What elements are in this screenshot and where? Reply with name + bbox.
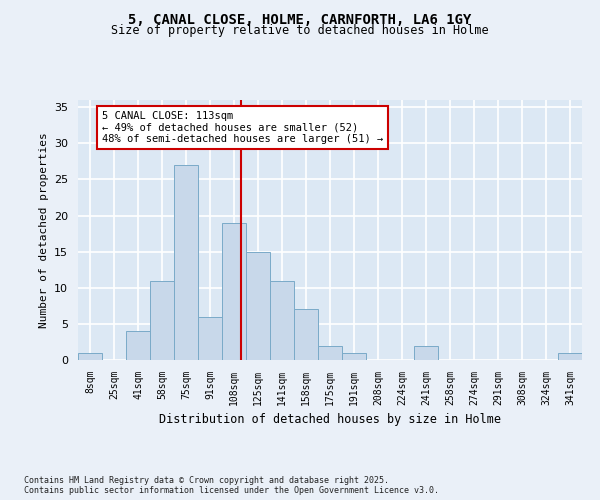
Bar	[222, 223, 246, 360]
Bar	[342, 353, 366, 360]
Text: Size of property relative to detached houses in Holme: Size of property relative to detached ho…	[111, 24, 489, 37]
Text: Contains HM Land Registry data © Crown copyright and database right 2025.
Contai: Contains HM Land Registry data © Crown c…	[24, 476, 439, 495]
Bar	[78, 353, 102, 360]
Bar	[198, 316, 222, 360]
Bar	[558, 353, 582, 360]
Bar	[318, 346, 342, 360]
X-axis label: Distribution of detached houses by size in Holme: Distribution of detached houses by size …	[159, 414, 501, 426]
Text: 5 CANAL CLOSE: 113sqm
← 49% of detached houses are smaller (52)
48% of semi-deta: 5 CANAL CLOSE: 113sqm ← 49% of detached …	[102, 111, 383, 144]
Bar	[174, 165, 198, 360]
Bar	[246, 252, 270, 360]
Bar	[294, 310, 318, 360]
Bar	[126, 331, 150, 360]
Bar	[150, 280, 174, 360]
Text: 5, CANAL CLOSE, HOLME, CARNFORTH, LA6 1GY: 5, CANAL CLOSE, HOLME, CARNFORTH, LA6 1G…	[128, 12, 472, 26]
Bar	[270, 280, 294, 360]
Y-axis label: Number of detached properties: Number of detached properties	[38, 132, 49, 328]
Bar	[414, 346, 438, 360]
